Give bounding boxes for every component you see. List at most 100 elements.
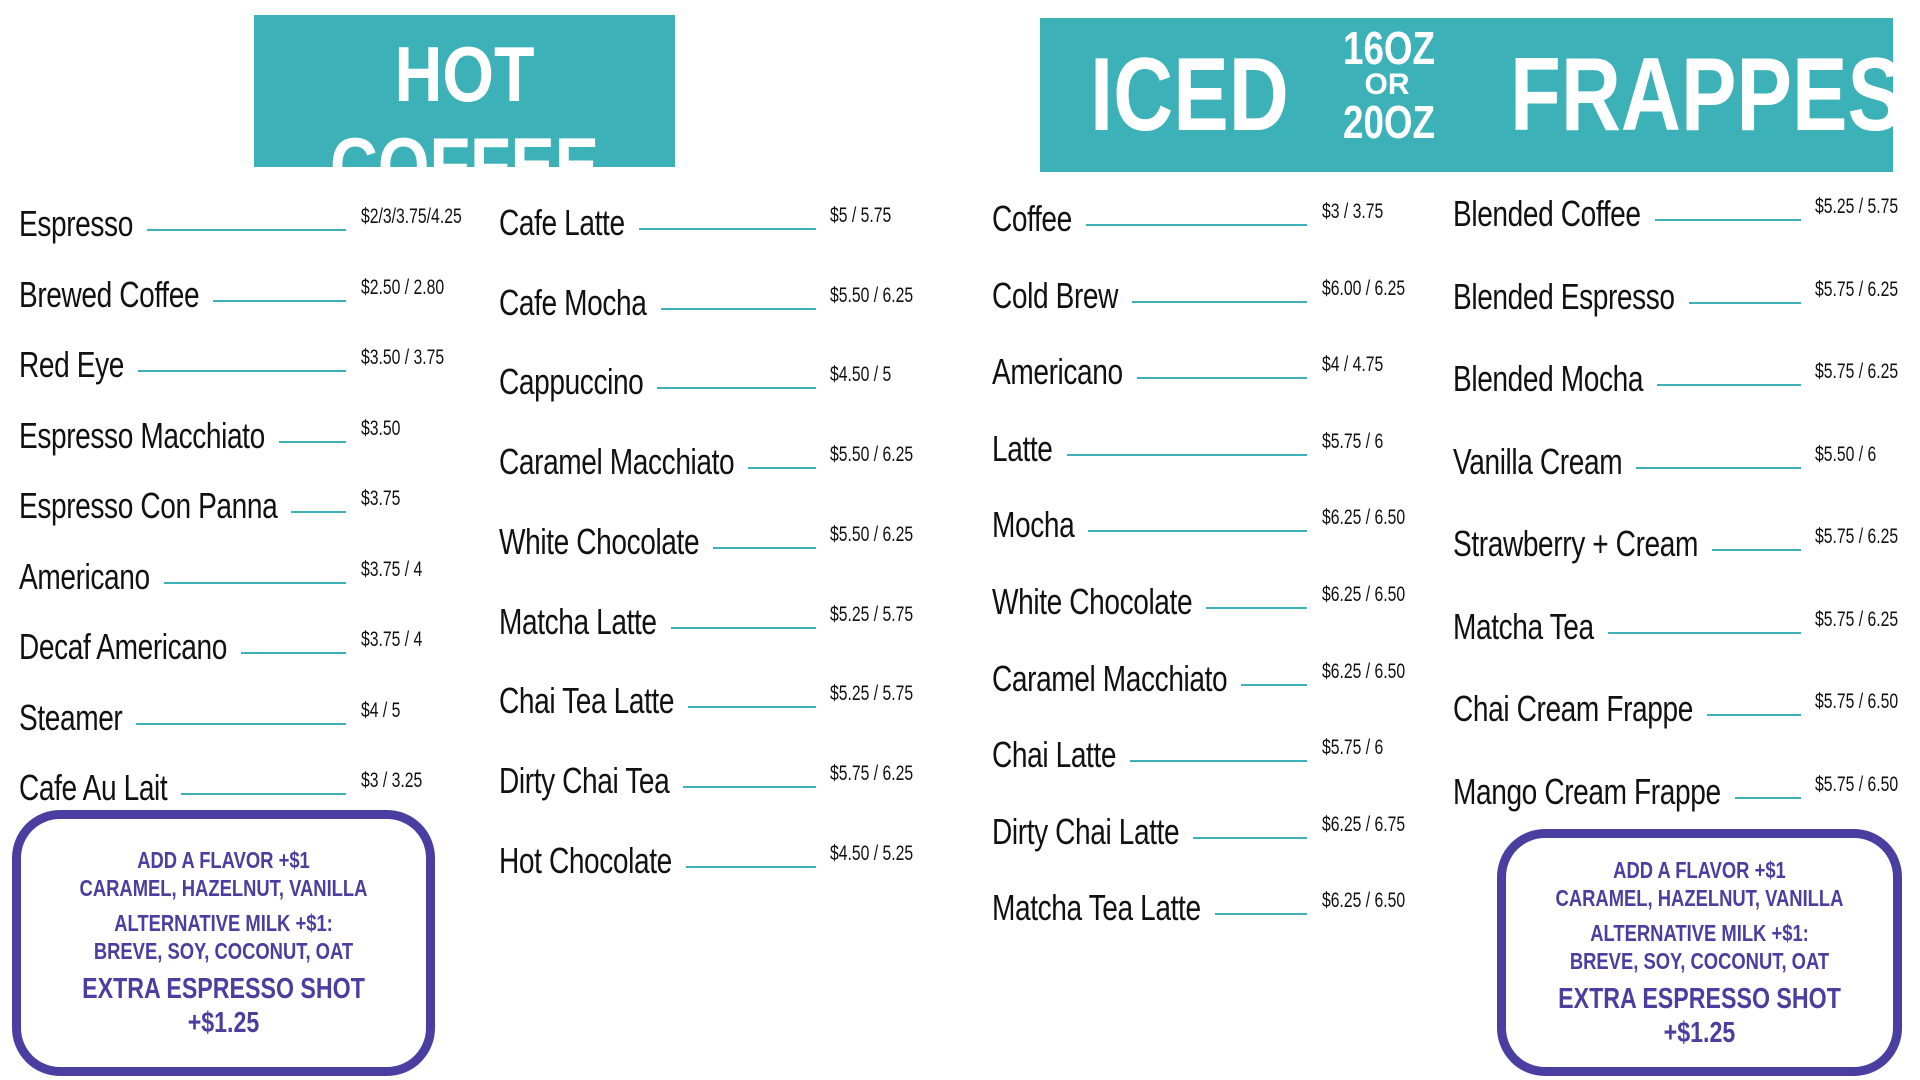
item-price: $3 / 3.25: [361, 769, 423, 792]
item-price: $6.25 / 6.50: [1322, 659, 1406, 683]
item-name: White Chocolate: [499, 520, 700, 562]
add-on-line: EXTRA ESPRESSO SHOT: [82, 973, 365, 1005]
item-price: $5.75 / 6.50: [1815, 772, 1899, 796]
item-price: $5.25 / 5.75: [1815, 195, 1899, 218]
item-name: Caramel Macchiato: [499, 441, 735, 483]
item-name: Cold Brew: [992, 274, 1119, 316]
item-name: Blended Mocha: [1453, 358, 1644, 399]
iced-title: ICED: [1090, 37, 1289, 153]
leader-line: [1066, 453, 1307, 456]
leader-line: [213, 299, 346, 302]
item-price: $5.50 / 6.25: [830, 443, 914, 467]
item-price: $6.25 / 6.75: [1322, 812, 1406, 836]
item-name: Americano: [19, 555, 150, 597]
item-price: $4 / 5: [361, 698, 401, 722]
item-price: $5.50 / 6: [1815, 442, 1877, 466]
leader-line: [1654, 219, 1801, 221]
item-price: $2.50 / 2.80: [361, 275, 445, 299]
leader-line: [1136, 377, 1307, 380]
item-price: $5.75 / 6: [1322, 736, 1384, 760]
item-name: Blended Espresso: [1453, 275, 1675, 317]
item-price: $5.50 / 6.25: [830, 522, 914, 546]
item-name: Steamer: [19, 696, 123, 738]
item-price: $5.75 / 6.25: [830, 761, 914, 785]
leader-line: [660, 307, 816, 310]
add-on-line: BREVE, SOY, COCONUT, OAT: [93, 938, 354, 964]
leader-line: [278, 440, 346, 443]
item-price: $5.50 / 6.25: [830, 283, 914, 307]
add-on-line: ADD A FLAVOR +$1: [137, 847, 310, 873]
leader-line: [1193, 836, 1307, 839]
item-price: $5.75 / 6.25: [1815, 607, 1899, 631]
leader-line: [1214, 913, 1307, 916]
leader-line: [1132, 300, 1307, 303]
leader-line: [1241, 683, 1307, 686]
leader-line: [683, 785, 816, 788]
item-name: Cappuccino: [499, 361, 644, 403]
leader-line: [1711, 549, 1801, 551]
item-name: Strawberry + Cream: [1453, 523, 1698, 564]
leader-line: [1636, 466, 1801, 469]
size: 20OZ: [1343, 96, 1436, 148]
add-on-line: ALTERNATIVE MILK +$1:: [114, 910, 333, 936]
leader-line: [688, 706, 816, 709]
add-on-line: BREVE, SOY, COCONUT, OAT: [1569, 947, 1830, 974]
leader-line: [670, 626, 816, 629]
item-name: Espresso: [19, 203, 133, 244]
leader-line: [638, 228, 816, 230]
frappes-title: FRAPPES: [1510, 37, 1903, 153]
item-name: Blended Coffee: [1453, 193, 1641, 234]
item-name: Espresso Con Panna: [19, 485, 278, 526]
item-name: Americano: [992, 351, 1123, 393]
add-on-line: CARAMEL, HAZELNUT, VANILLA: [79, 875, 368, 901]
item-name: Hot Chocolate: [499, 839, 672, 881]
item-name: Red Eye: [19, 344, 124, 385]
item-name: Mocha: [992, 504, 1075, 546]
item-price: $4.50 / 5.25: [830, 841, 914, 865]
item-price: $2/3/3.75/4.25: [361, 205, 462, 228]
add-on-line: EXTRA ESPRESSO SHOT: [1558, 982, 1841, 1015]
hot-coffee-title: HOT COFFEE: [330, 30, 599, 209]
item-price: $5.25 / 5.75: [830, 682, 914, 706]
item-price: $3.50: [361, 416, 401, 440]
leader-line: [1706, 714, 1801, 716]
leader-line: [1688, 301, 1801, 304]
item-name: Matcha Latte: [499, 600, 657, 642]
item-name: Chai Tea Latte: [499, 680, 675, 722]
add-on-line: +$1.25: [187, 1007, 260, 1039]
leader-line: [1657, 384, 1801, 386]
leader-line: [1206, 607, 1307, 609]
item-price: $6.00 / 6.25: [1322, 276, 1406, 300]
item-name: Matcha Tea Latte: [992, 887, 1201, 929]
item-price: $3.75 / 4: [361, 557, 423, 581]
add-on-line: CARAMEL, HAZELNUT, VANILLA: [1555, 884, 1844, 911]
hot-coffee-sizes: 12OZ OR 16OZ: [350, 207, 579, 249]
item-name: Matcha Tea: [1453, 605, 1594, 647]
item-price: $4 / 4.75: [1322, 353, 1384, 377]
add-ons-box: ADD A FLAVOR +$1 CARAMEL, HAZELNUT, VANIL…: [12, 810, 435, 1076]
leader-line: [1734, 796, 1801, 799]
item-name: Coffee: [992, 198, 1072, 239]
leader-line: [713, 546, 816, 549]
leader-line: [146, 229, 346, 231]
leader-line: [240, 652, 346, 654]
item-price: $5.75 / 6.25: [1815, 277, 1899, 301]
item-price: $5.75 / 6: [1322, 429, 1384, 453]
item-price: $5 / 5.75: [830, 204, 892, 227]
size: OR: [1364, 68, 1410, 101]
leader-line: [137, 370, 346, 372]
leader-line: [163, 581, 346, 584]
item-price: $3.75 / 4: [361, 628, 423, 651]
size: 16OZ: [1343, 22, 1436, 74]
leader-line: [181, 793, 346, 795]
item-name: Espresso Macchiato: [19, 414, 265, 456]
item-name: Dirty Chai Latte: [992, 810, 1180, 852]
item-name: Brewed Coffee: [19, 273, 200, 315]
item-name: White Chocolate: [992, 581, 1193, 622]
item-price: $4.50 / 5: [830, 363, 892, 387]
item-price: $3 / 3.75: [1322, 200, 1384, 223]
iced-frappes-header: ICED 16OZ OR 20OZ FRAPPES: [1040, 18, 1903, 172]
iced-sizes: 16OZ OR 20OZ: [1332, 22, 1442, 148]
item-name: Cafe Latte: [499, 202, 625, 243]
